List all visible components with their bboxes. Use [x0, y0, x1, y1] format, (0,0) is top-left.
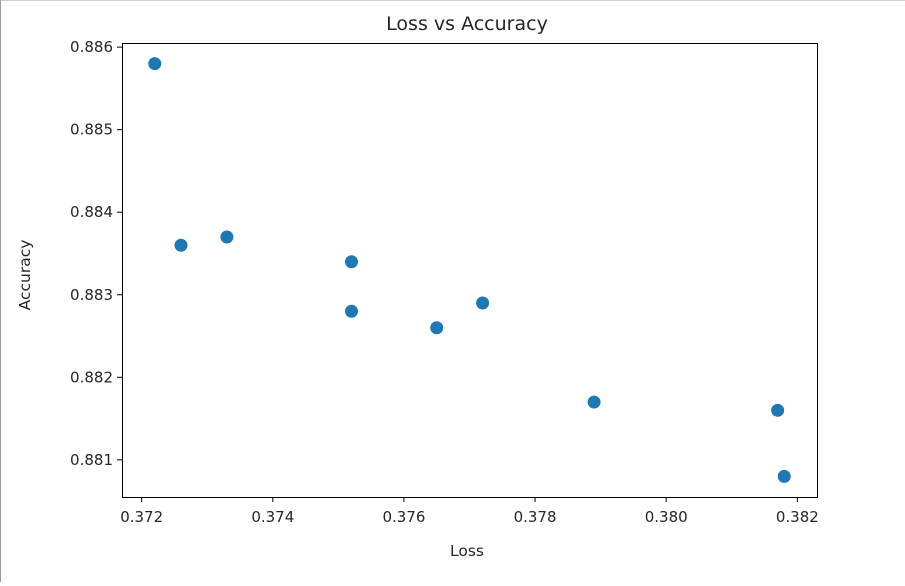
y-tick-label: 0.885: [70, 121, 113, 139]
data-point: [476, 296, 490, 310]
y-tick-label: 0.883: [70, 286, 113, 304]
x-axis-label: Loss: [450, 542, 484, 560]
x-tick-label: 0.374: [251, 508, 294, 526]
x-tick-label: 0.372: [120, 508, 163, 526]
data-point: [587, 395, 601, 409]
data-point: [220, 230, 234, 244]
y-tick-label: 0.882: [70, 368, 113, 386]
y-axis-label: Accuracy: [16, 240, 34, 311]
x-tick-label: 0.378: [514, 508, 557, 526]
data-point: [777, 469, 791, 483]
axis-ticks: 0.372 0.374 0.376 0.378 0.380 0.382 0.881 0.882…: [70, 38, 819, 526]
x-tick-label: 0.380: [645, 508, 688, 526]
y-tick-label: 0.886: [70, 38, 113, 56]
data-point: [174, 238, 188, 252]
data-point: [344, 255, 358, 269]
y-tick-label: 0.881: [70, 451, 113, 469]
chart-title: Loss vs Accuracy: [386, 13, 548, 35]
data-points: [148, 57, 791, 483]
plot-area-frame: [122, 43, 818, 498]
x-tick-label: 0.382: [776, 508, 819, 526]
x-tick-label: 0.376: [382, 508, 425, 526]
data-point: [771, 403, 785, 417]
data-point: [430, 321, 444, 335]
data-point: [148, 57, 162, 71]
data-point: [344, 304, 358, 318]
y-tick-label: 0.884: [70, 203, 113, 221]
